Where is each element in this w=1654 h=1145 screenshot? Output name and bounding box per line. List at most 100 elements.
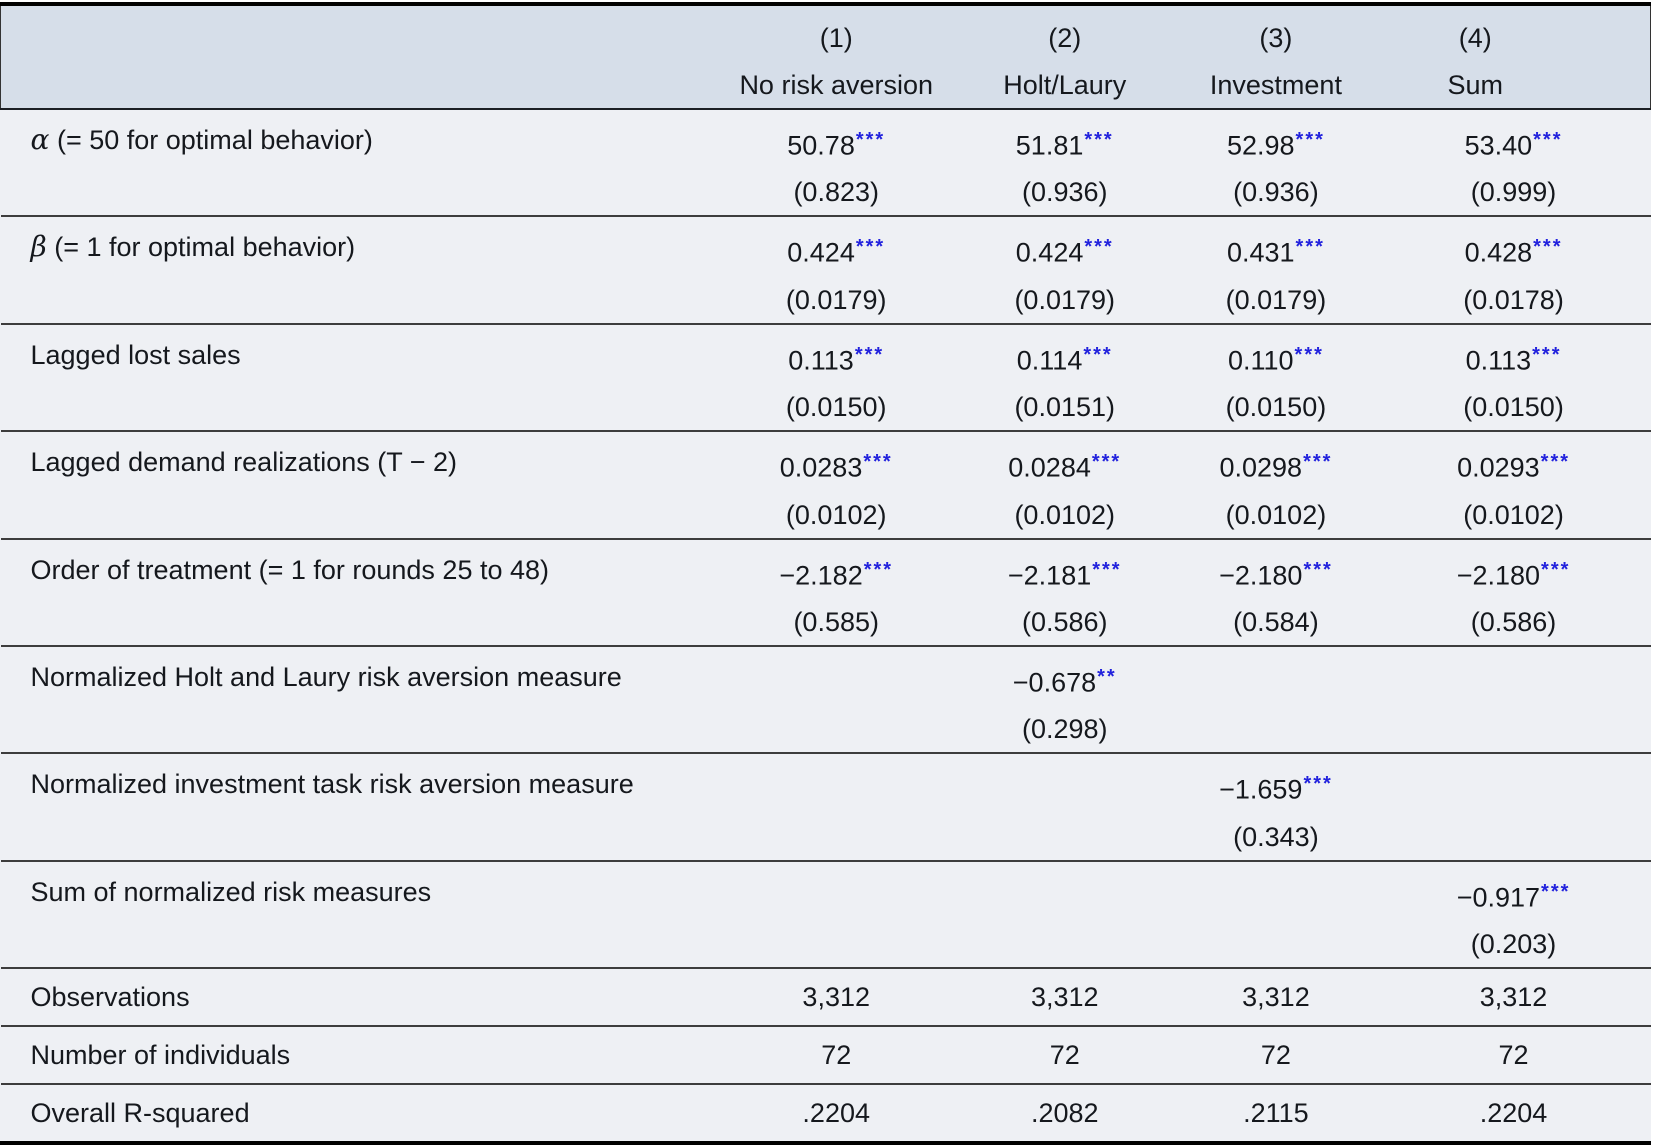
row-label: α (= 50 for optimal behavior) [1, 109, 719, 216]
standard-error: (0.0179) [1225, 284, 1327, 315]
greek-symbol: α [30, 123, 50, 156]
significance-stars: *** [855, 129, 886, 151]
estimate-cell: 0.424*** (0.0179) [954, 216, 1175, 323]
coefficient-value: 0.114 [1016, 345, 1083, 376]
stat-label: Overall R-squared [30, 1098, 250, 1129]
significance-stars: *** [1303, 451, 1333, 474]
estimate-cell [1377, 646, 1651, 753]
estimate-cell: 52.98*** (0.936) [1175, 109, 1376, 216]
stat-value: .2115 [1243, 1098, 1309, 1129]
coefficient-value: 0.424 [1015, 237, 1084, 268]
standard-error: (0.0179) [1014, 284, 1116, 315]
column-label: Sum [1447, 70, 1504, 100]
standard-error: (0.0178) [1463, 284, 1564, 315]
coefficient-value: 50.78 [787, 130, 855, 161]
coef-row: Normalized Holt and Laury risk aversion … [0, 646, 1651, 754]
coef-row: Sum of normalized risk measures −0.917***… [0, 861, 1651, 969]
standard-error: (0.586) [1470, 606, 1557, 637]
stat-label: Number of individuals [30, 1040, 291, 1071]
coefficient-value: 0.431 [1226, 237, 1295, 268]
regression-table: (1) No risk aversion (2) Holt/Laury (3) … [0, 6, 1651, 1142]
stat-row: Number of individuals 72 72 72 72 [0, 1026, 1651, 1085]
coef-row: β (= 1 for optimal behavior) 0.424*** (0.0… [0, 216, 1651, 324]
row-label-text: Normalized Holt and Laury risk aversion … [30, 661, 622, 692]
significance-stars: *** [1532, 343, 1562, 366]
stat-value: 72 [1260, 1040, 1291, 1071]
column-number: (3) [1259, 23, 1293, 53]
standard-error: (0.0150) [1463, 392, 1564, 423]
estimate-cell: 0.428*** (0.0178) [1377, 216, 1651, 323]
stat-value: 72 [1049, 1040, 1080, 1071]
row-label-text: (= 50 for optimal behavior) [49, 125, 373, 155]
row-label-text: Lagged demand realizations (T − 2) [30, 447, 458, 478]
significance-stars: *** [1084, 129, 1114, 151]
significance-stars: *** [1541, 880, 1571, 903]
stat-label: Observations [30, 982, 190, 1013]
significance-stars: *** [1303, 558, 1333, 581]
significance-stars: *** [1092, 558, 1122, 581]
coefficient-value: 0.428 [1464, 237, 1533, 268]
coefficient-value: 0.0298 [1219, 452, 1303, 483]
estimate-cell: −2.182*** (0.585) [718, 539, 954, 646]
standard-error: (0.0102) [1014, 499, 1116, 530]
significance-stars: *** [1540, 451, 1570, 474]
estimate-cell: 0.0284*** (0.0102) [954, 431, 1175, 538]
stat-value: .2204 [1479, 1098, 1548, 1129]
significance-stars: ** [1097, 665, 1117, 688]
estimate-cell: 0.0283*** (0.0102) [718, 431, 954, 538]
coefficient-value: 0.113 [788, 345, 854, 376]
column-header-4: (4) Sum [1376, 6, 1651, 110]
standard-error: (0.584) [1233, 606, 1319, 637]
row-label: Lagged demand realizations (T − 2) [1, 431, 719, 538]
significance-stars: *** [1541, 558, 1571, 581]
standard-error: (0.936) [1233, 177, 1319, 208]
standard-error: (0.0150) [785, 392, 887, 423]
stat-row: Overall R-squared .2204 .2082 .2115 .2204 [1, 1084, 1651, 1141]
estimate-cell: 51.81*** (0.936) [954, 109, 1175, 216]
standard-error: (0.203) [1470, 929, 1557, 960]
standard-error: (0.0102) [1225, 499, 1327, 530]
row-label: β (= 1 for optimal behavior) [1, 216, 719, 323]
column-label: Investment [1209, 70, 1342, 100]
standard-error: (0.585) [793, 606, 879, 637]
coefficient-value: 51.81 [1015, 130, 1084, 161]
coefficient-value: 0.424 [787, 237, 855, 268]
estimate-cell: 50.78*** (0.823) [718, 109, 954, 216]
coef-row: Lagged lost sales 0.113*** (0.0150) 0.114**… [0, 324, 1651, 432]
stat-value: .2082 [1030, 1098, 1099, 1129]
significance-stars: *** [854, 343, 885, 366]
estimate-cell [718, 861, 954, 968]
estimate-cell [1175, 861, 1376, 968]
significance-stars: *** [1294, 343, 1324, 366]
coefficient-value: −2.181 [1007, 559, 1092, 590]
significance-stars: *** [1295, 236, 1325, 259]
significance-stars: *** [1084, 236, 1114, 259]
stat-value: 3,312 [1242, 982, 1310, 1013]
standard-error: (0.0150) [1225, 392, 1327, 423]
estimate-cell [1175, 646, 1376, 753]
estimate-cell [954, 753, 1175, 860]
coefficient-value: −2.180 [1456, 559, 1541, 590]
coefficient-value: −1.659 [1219, 774, 1303, 805]
significance-stars: *** [1083, 343, 1113, 366]
estimate-cell [1377, 753, 1651, 860]
standard-error: (0.936) [1021, 177, 1108, 208]
header-row: (1) No risk aversion (2) Holt/Laury (3) … [0, 6, 1651, 110]
standard-error: (0.298) [1021, 714, 1108, 745]
estimate-cell: −0.917*** (0.203) [1377, 861, 1651, 968]
coefficient-value: 52.98 [1226, 130, 1295, 161]
significance-stars: *** [1091, 451, 1122, 474]
standard-error: (0.0179) [785, 284, 887, 315]
stat-rows: Observations 3,312 3,312 3,312 3,312 Number o… [0, 968, 1651, 1141]
column-header-2: (2) Holt/Laury [954, 6, 1176, 110]
row-label: Normalized Holt and Laury risk aversion … [1, 646, 719, 753]
greek-symbol: β [30, 230, 47, 264]
row-label-text: (= 1 for optimal behavior) [46, 232, 356, 263]
header-spacer [0, 6, 719, 110]
coefficient-value: −2.182 [779, 559, 863, 590]
estimate-cell: 0.113*** (0.0150) [1377, 324, 1651, 431]
coefficient-value: 0.0284 [1008, 452, 1091, 483]
coefficient-value: 0.113 [1465, 345, 1532, 376]
coefficient-value: 53.40 [1464, 130, 1533, 161]
